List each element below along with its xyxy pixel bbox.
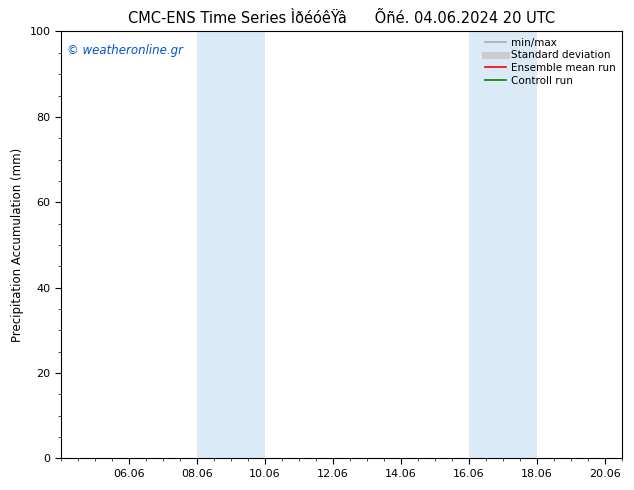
Bar xyxy=(197,31,265,459)
Legend: min/max, Standard deviation, Ensemble mean run, Controll run: min/max, Standard deviation, Ensemble me… xyxy=(481,33,620,90)
Y-axis label: Precipitation Accumulation (mm): Precipitation Accumulation (mm) xyxy=(11,148,24,342)
Text: © weatheronline.gr: © weatheronline.gr xyxy=(67,44,183,57)
Title: CMC-ENS Time Series ÌðéóêŸâ      Õñé. 04.06.2024 20 UTC: CMC-ENS Time Series ÌðéóêŸâ Õñé. 04.06.2… xyxy=(128,11,555,26)
Bar xyxy=(469,31,537,459)
